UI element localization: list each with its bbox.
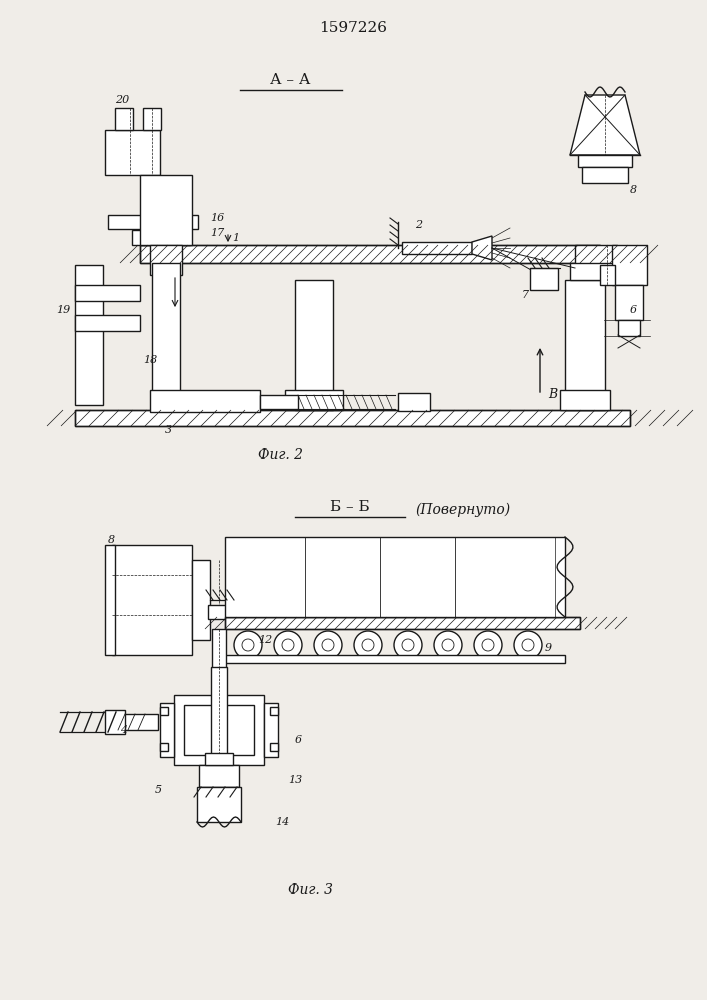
Bar	[402, 242, 472, 254]
Circle shape	[322, 639, 334, 651]
Text: А – А: А – А	[270, 73, 310, 87]
Bar	[192, 560, 210, 640]
Bar	[160, 703, 174, 757]
Bar	[575, 245, 617, 267]
Bar	[75, 410, 630, 426]
Text: 8: 8	[108, 535, 115, 545]
Bar	[578, 155, 632, 167]
Circle shape	[474, 631, 502, 659]
Bar	[612, 245, 647, 285]
Circle shape	[394, 631, 422, 659]
Circle shape	[514, 631, 542, 659]
Bar	[260, 395, 298, 409]
Text: 20: 20	[115, 95, 129, 105]
Circle shape	[354, 631, 382, 659]
Text: 12: 12	[258, 635, 272, 645]
Circle shape	[234, 631, 262, 659]
Bar	[570, 263, 620, 280]
Bar	[140, 245, 600, 263]
Text: 2: 2	[415, 220, 422, 230]
Circle shape	[402, 639, 414, 651]
Text: 17: 17	[210, 228, 224, 238]
Bar	[105, 710, 125, 734]
Circle shape	[482, 639, 494, 651]
Bar	[264, 703, 278, 757]
Text: Б – Б: Б – Б	[330, 500, 370, 514]
Text: 19: 19	[56, 305, 70, 315]
Bar	[225, 617, 580, 629]
Text: 1: 1	[232, 233, 239, 243]
Bar	[132, 230, 190, 245]
Circle shape	[314, 631, 342, 659]
Bar	[225, 617, 580, 629]
Polygon shape	[570, 95, 640, 155]
Bar	[140, 245, 600, 263]
Text: 6: 6	[630, 305, 637, 315]
Text: (Повернуто): (Повернуто)	[415, 503, 510, 517]
Text: 5: 5	[155, 785, 162, 795]
Bar	[108, 215, 198, 229]
Bar	[105, 545, 115, 655]
Bar	[285, 390, 343, 410]
Circle shape	[362, 639, 374, 651]
Text: В: В	[548, 388, 557, 401]
Bar	[270, 707, 278, 715]
Bar	[211, 667, 227, 795]
Bar	[295, 280, 333, 410]
Bar	[618, 320, 640, 336]
Bar	[270, 743, 278, 751]
Bar	[75, 285, 140, 301]
Bar	[143, 108, 161, 130]
Bar	[530, 268, 558, 290]
Text: 13: 13	[288, 775, 303, 785]
Bar	[75, 315, 140, 331]
Bar	[560, 390, 610, 410]
Text: 3: 3	[165, 425, 172, 435]
Bar	[118, 714, 158, 730]
Text: 9: 9	[545, 643, 552, 653]
Text: Фиг. 3: Фиг. 3	[288, 883, 332, 897]
Circle shape	[522, 639, 534, 651]
Bar	[160, 743, 168, 751]
Circle shape	[282, 639, 294, 651]
Bar	[75, 410, 630, 426]
Bar	[615, 285, 643, 320]
Bar	[199, 765, 239, 787]
Bar	[184, 705, 254, 755]
Text: Фиг. 2: Фиг. 2	[257, 448, 303, 462]
Bar	[152, 263, 180, 411]
Text: 6: 6	[295, 735, 302, 745]
Bar	[197, 787, 241, 822]
Text: 8: 8	[630, 185, 637, 195]
Bar	[105, 130, 160, 175]
Bar	[208, 605, 230, 619]
Circle shape	[442, 639, 454, 651]
Text: 16: 16	[210, 213, 224, 223]
Circle shape	[274, 631, 302, 659]
Bar	[225, 655, 565, 663]
Bar	[150, 390, 260, 412]
Bar	[398, 393, 430, 411]
Bar	[225, 537, 565, 617]
Polygon shape	[472, 236, 492, 260]
Circle shape	[434, 631, 462, 659]
Bar	[160, 707, 168, 715]
Bar	[150, 245, 182, 275]
Bar	[140, 175, 192, 245]
Bar	[75, 265, 103, 405]
Text: 18: 18	[143, 355, 157, 365]
Text: 4: 4	[120, 725, 127, 735]
Circle shape	[242, 639, 254, 651]
Text: 1597226: 1597226	[319, 21, 387, 35]
Text: 7: 7	[522, 290, 529, 300]
Bar	[212, 629, 226, 699]
Bar	[565, 280, 605, 410]
Bar	[205, 753, 233, 765]
Bar	[112, 545, 192, 655]
Bar	[115, 108, 133, 130]
Bar	[174, 695, 264, 765]
Text: 14: 14	[275, 817, 289, 827]
Bar	[582, 167, 628, 183]
Bar	[600, 265, 615, 285]
